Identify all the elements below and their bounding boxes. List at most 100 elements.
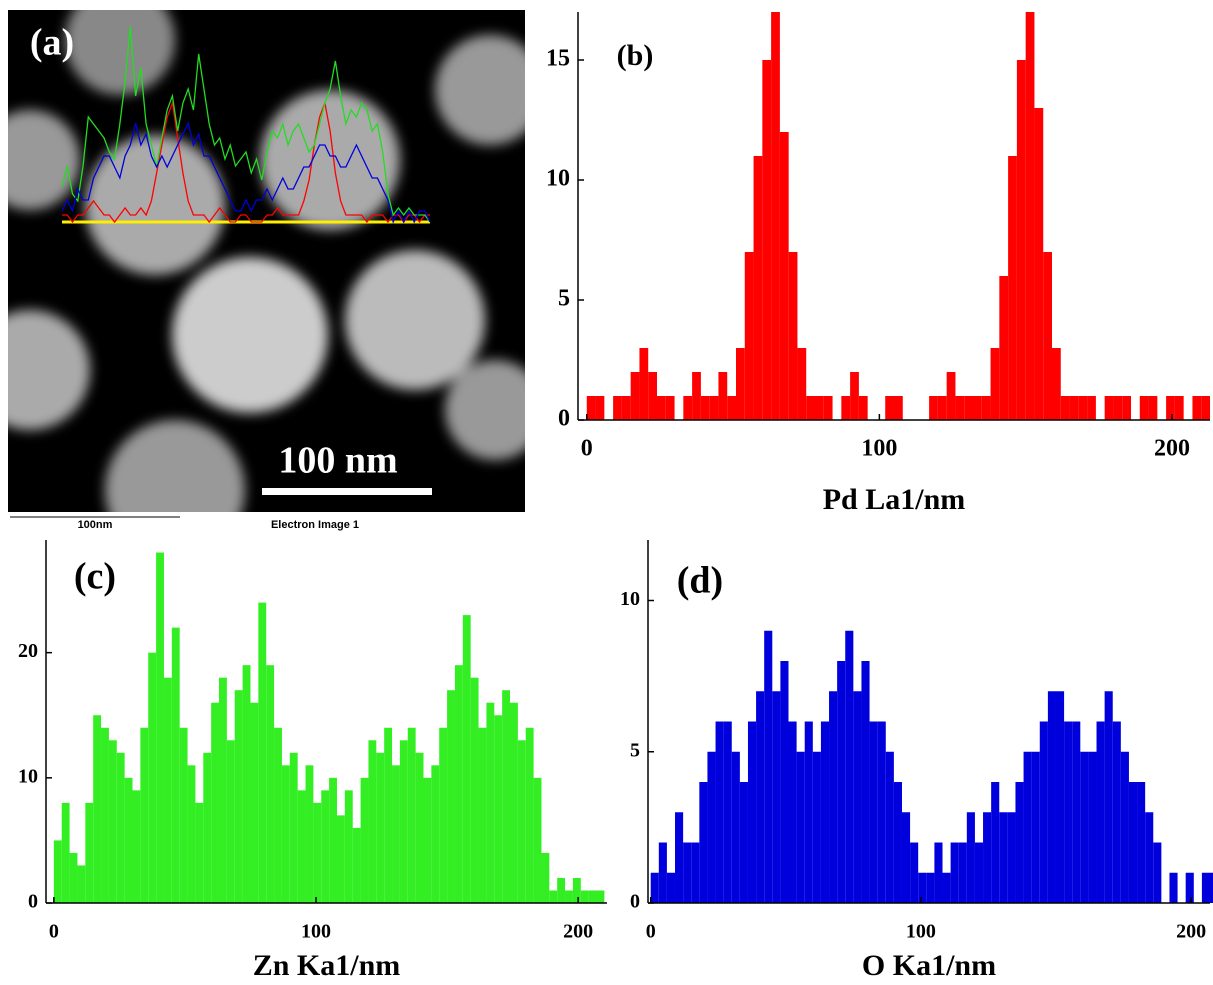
- bar: [901, 812, 911, 903]
- x-axis-label: Pd La1/nm: [823, 483, 966, 516]
- bar: [955, 396, 965, 420]
- bar: [195, 802, 204, 903]
- bar: [675, 812, 684, 903]
- bar: [877, 721, 886, 903]
- bar: [203, 752, 212, 903]
- bar: [823, 396, 833, 420]
- bar: [772, 691, 781, 903]
- bar: [384, 727, 393, 903]
- y-tick-label: 10: [18, 765, 38, 787]
- bar: [565, 890, 573, 903]
- bar: [596, 890, 605, 903]
- bar: [861, 661, 870, 903]
- bar: [815, 396, 824, 420]
- panel-label: (a): [30, 22, 74, 64]
- bar: [1210, 872, 1213, 903]
- bar: [266, 665, 275, 903]
- bar: [990, 348, 1000, 420]
- bar: [502, 690, 511, 903]
- bar: [1104, 396, 1114, 420]
- bar: [779, 132, 789, 420]
- bar: [804, 721, 813, 903]
- bar: [1034, 108, 1044, 420]
- bar: [297, 790, 306, 903]
- bar: [329, 777, 337, 903]
- bar: [885, 751, 894, 903]
- bar: [1047, 691, 1056, 903]
- bar: [1023, 751, 1032, 903]
- bar: [1055, 691, 1065, 903]
- bar: [61, 802, 70, 903]
- bar: [187, 765, 196, 903]
- bar: [692, 372, 701, 420]
- bar: [525, 727, 534, 903]
- bar: [93, 715, 102, 903]
- bar: [764, 630, 773, 903]
- bar: [1008, 156, 1017, 420]
- bar: [1104, 691, 1113, 903]
- bar: [1139, 396, 1149, 420]
- bar: [910, 842, 919, 903]
- bar: [820, 721, 830, 903]
- bar: [700, 396, 710, 420]
- bar: [360, 777, 369, 903]
- bar: [1145, 812, 1154, 903]
- bar: [1192, 396, 1202, 420]
- bar: [850, 372, 859, 420]
- bar: [549, 890, 558, 903]
- bar: [958, 842, 967, 903]
- bar: [893, 782, 902, 903]
- x-tick-label: 0: [49, 921, 59, 943]
- y-tick-label: 5: [630, 739, 640, 761]
- bar: [478, 727, 487, 903]
- y-tick-label: 0: [28, 891, 38, 913]
- scale-bar-label: 100 nm: [278, 440, 397, 482]
- x-tick-label: 100: [861, 436, 897, 462]
- bar: [407, 727, 416, 903]
- bar: [999, 812, 1008, 903]
- x-tick-label: 100: [301, 921, 331, 943]
- bar: [454, 665, 463, 903]
- bar: [595, 396, 605, 420]
- bar: [709, 396, 719, 420]
- bar: [557, 877, 566, 903]
- bar: [1128, 782, 1138, 903]
- bar: [950, 842, 959, 903]
- bar: [171, 627, 180, 903]
- bar: [966, 812, 975, 903]
- bar: [1039, 721, 1048, 903]
- bar: [1112, 721, 1121, 903]
- bar: [1120, 751, 1129, 903]
- bar: [517, 740, 526, 903]
- panel-label: (c): [74, 556, 116, 598]
- bar: [580, 890, 589, 903]
- bar: [77, 865, 86, 903]
- bar: [1031, 751, 1040, 903]
- bar: [423, 777, 432, 903]
- bar: [1088, 751, 1097, 903]
- bar: [613, 396, 622, 420]
- bar: [431, 765, 440, 903]
- panel: 0 5 10 15 0 100 200 Pd La1/nm (b): [546, 12, 1210, 516]
- bar: [156, 552, 164, 903]
- bar: [336, 815, 345, 903]
- bar: [723, 721, 732, 903]
- bar: [806, 396, 815, 420]
- bar: [926, 872, 935, 903]
- scan-trace: [61, 121, 431, 224]
- bar: [858, 396, 868, 420]
- bar: [1016, 60, 1026, 420]
- particles: [8, 10, 525, 512]
- bar: [934, 842, 943, 903]
- x-axis-label: O Ka1/nm: [862, 949, 996, 982]
- bar: [368, 740, 377, 903]
- x-tick-label: 0: [581, 436, 593, 462]
- bar: [718, 372, 728, 420]
- bar: [321, 790, 330, 903]
- bar: [1072, 721, 1081, 903]
- bar: [163, 677, 172, 903]
- bar: [226, 740, 235, 903]
- bar: [1185, 872, 1194, 903]
- bar: [352, 827, 361, 903]
